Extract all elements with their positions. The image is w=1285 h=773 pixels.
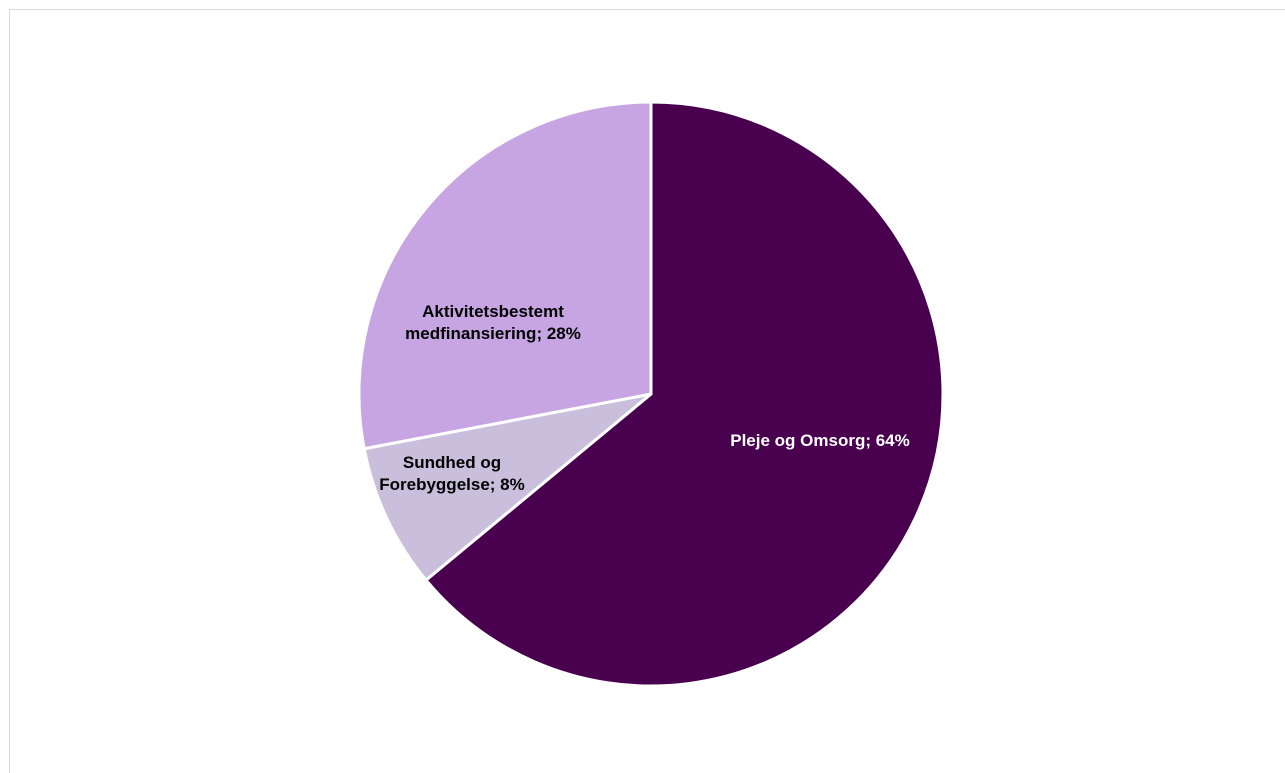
data-label-line: Sundhed og [403, 453, 501, 472]
pie-slice-pleje-og-omsorg [424, 100, 945, 688]
data-label-line: Forebyggelse; 8% [379, 475, 525, 494]
data-label-aktivitetsbestemt-medfinansiering: Aktivitetsbestemt medfinansiering; 28% [405, 302, 581, 343]
data-label-line: Pleje og Omsorg; 64% [730, 431, 910, 450]
data-label-sundhed-og-forebyggelse: Sundhed og Forebyggelse; 8% [379, 453, 525, 494]
pie-labels: Pleje og Omsorg; 64% Sundhed og Forebyggel… [379, 302, 910, 494]
data-label-line: Aktivitetsbestemt [422, 302, 564, 321]
pie-slices [357, 100, 945, 688]
data-label-line: medfinansiering; 28% [405, 324, 581, 343]
data-label-pleje-og-omsorg: Pleje og Omsorg; 64% [730, 431, 910, 450]
pie-slice-aktivitetsbestemt-medfinansiering [357, 100, 653, 451]
pie-slice-sundhed-og-forebyggelse [362, 392, 653, 582]
